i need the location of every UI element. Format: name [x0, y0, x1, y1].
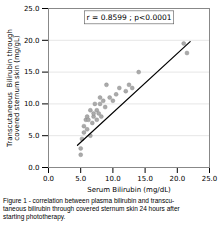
html-text:taneous bilirubin through cove: taneous bilirubin through covered sternu… [3, 204, 180, 212]
svg-text:0.0: 0.0 [43, 175, 54, 183]
svg-text:20.0: 20.0 [170, 175, 186, 183]
svg-text:25.0: 25.0 [24, 5, 40, 13]
html-text:Figure 1 - correlation between: Figure 1 - correlation between plasma bi… [3, 197, 175, 204]
svg-text:5.0: 5.0 [28, 132, 39, 140]
svg-text:15.0: 15.0 [137, 175, 153, 183]
svg-text:25.0: 25.0 [202, 175, 218, 183]
svg-text:10.0: 10.0 [24, 100, 40, 108]
svg-text:10.0: 10.0 [105, 175, 121, 183]
svg-text:5.0: 5.0 [75, 175, 86, 183]
svg-text:20.0: 20.0 [24, 37, 40, 45]
svg-text:0.0: 0.0 [28, 164, 39, 172]
svg-text:r = 0.8599 ; p<0.0001: r = 0.8599 ; p<0.0001 [87, 13, 172, 22]
html-text:starting phototherapy.: starting phototherapy. [3, 212, 66, 220]
svg-text:Transcutaneous Bilirubin thro: Transcutaneous Bilirubin throughcovered … [6, 29, 21, 148]
svg-text:Serum Bilirubin (mg/dL): Serum Bilirubin (mg/dL) [87, 186, 171, 194]
svg-text:15.0: 15.0 [24, 68, 40, 76]
